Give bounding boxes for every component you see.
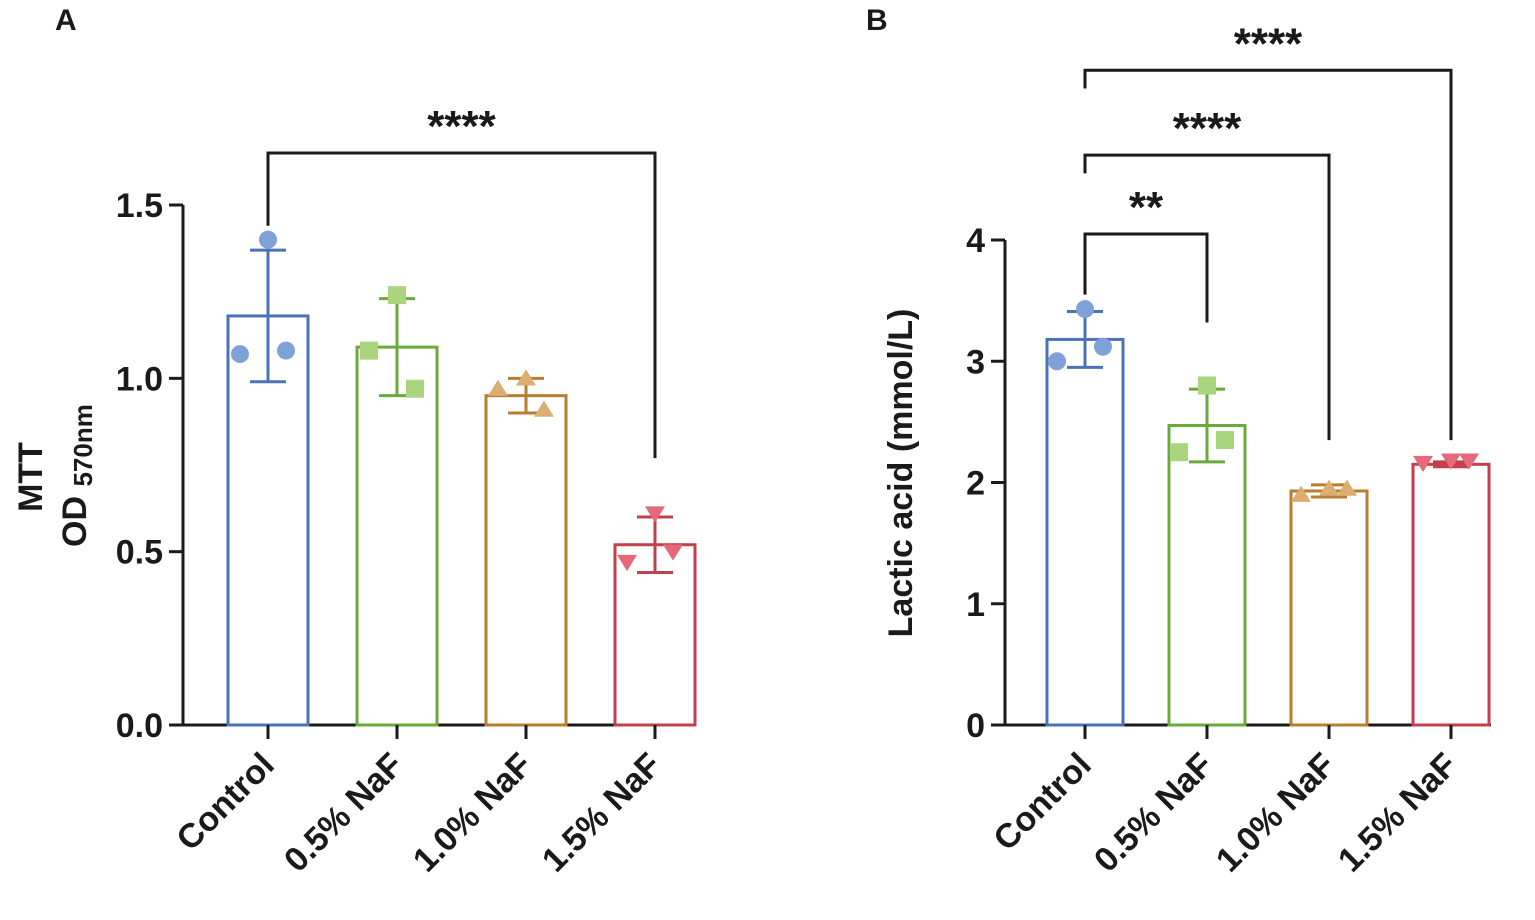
y-axis-title-1: Lactic acid (mmol/L) [882,309,920,638]
significance-bracket-1-2 [1083,68,1453,441]
data-point-0-0-2 [277,341,295,360]
panel-letter-b: B [866,4,888,37]
y-tick-label-0-0: 0.0 [116,707,163,745]
bar-1-2 [1289,489,1369,727]
y-axis-subtitle-0: OD 570nm [56,404,98,547]
category-label-1-0: Control [986,746,1098,858]
data-point-1-3-1 [1413,455,1433,473]
data-point-0-3-2 [663,544,683,561]
data-point-0-2-0 [516,369,536,386]
data-point-0-2-2 [534,400,554,417]
category-label-0-3: 1.5% NaF [535,746,669,880]
data-point-1-1-2 [1216,431,1234,450]
category-label-0-0: Control [169,746,281,858]
data-point-1-2-0 [1319,479,1339,496]
significance-label-1-2: **** [1234,19,1303,68]
y-tick-label-1-3: 3 [966,343,985,381]
data-point-0-1-0 [388,286,406,305]
data-point-0-3-1 [617,554,637,572]
panel-letter-a: A [55,4,77,37]
category-label-1-3: 1.5% NaF [1331,746,1465,880]
od-label: OD [56,487,94,547]
category-label-0-2: 1.0% NaF [406,746,540,880]
data-point-1-0-2 [1094,337,1112,356]
data-point-0-0-1 [231,345,249,364]
data-point-1-2-2 [1337,479,1357,496]
wavelength-subscript: 570nm [68,404,98,486]
y-tick-label-0-1: 0.5 [116,534,163,572]
significance-label-0-0: **** [427,102,496,151]
bar-1-1 [1167,424,1247,727]
bar-0-1 [355,345,439,727]
y-tick-label-1-1: 1 [966,586,985,624]
bar-1-0 [1045,337,1125,727]
data-point-0-3-0 [645,506,665,523]
y-tick-label-0-3: 1.5 [116,187,163,225]
y-tick-label-0-2: 1.0 [116,360,163,398]
data-point-0-1-2 [406,379,424,398]
data-point-1-1-1 [1170,443,1188,462]
significance-label-1-0: ** [1129,183,1164,232]
data-point-1-3-0 [1441,453,1461,470]
significance-label-1-1: **** [1173,104,1242,153]
category-label-1-1: 0.5% NaF [1087,746,1221,880]
data-point-1-0-0 [1076,300,1094,319]
significance-bracket-0-0 [266,151,657,459]
bar-1-3 [1411,462,1491,727]
data-point-1-3-2 [1459,453,1479,470]
data-point-0-2-1 [488,379,508,396]
data-point-0-0-0 [259,230,277,249]
data-point-1-0-1 [1048,352,1066,371]
category-label-1-2: 1.0% NaF [1209,746,1343,880]
significance-bracket-1-1 [1083,153,1331,441]
y-tick-label-1-0: 0 [966,707,985,745]
data-point-1-1-0 [1198,376,1216,395]
y-tick-label-1-2: 2 [966,465,985,503]
bar-0-2 [484,394,568,727]
y-tick-label-1-4: 4 [966,222,985,260]
category-label-0-1: 0.5% NaF [277,746,411,880]
data-point-0-1-1 [360,341,378,360]
significance-bracket-1-0 [1083,232,1209,323]
data-point-1-2-1 [1291,485,1311,502]
y-axis-title-0: MTT [12,442,50,512]
